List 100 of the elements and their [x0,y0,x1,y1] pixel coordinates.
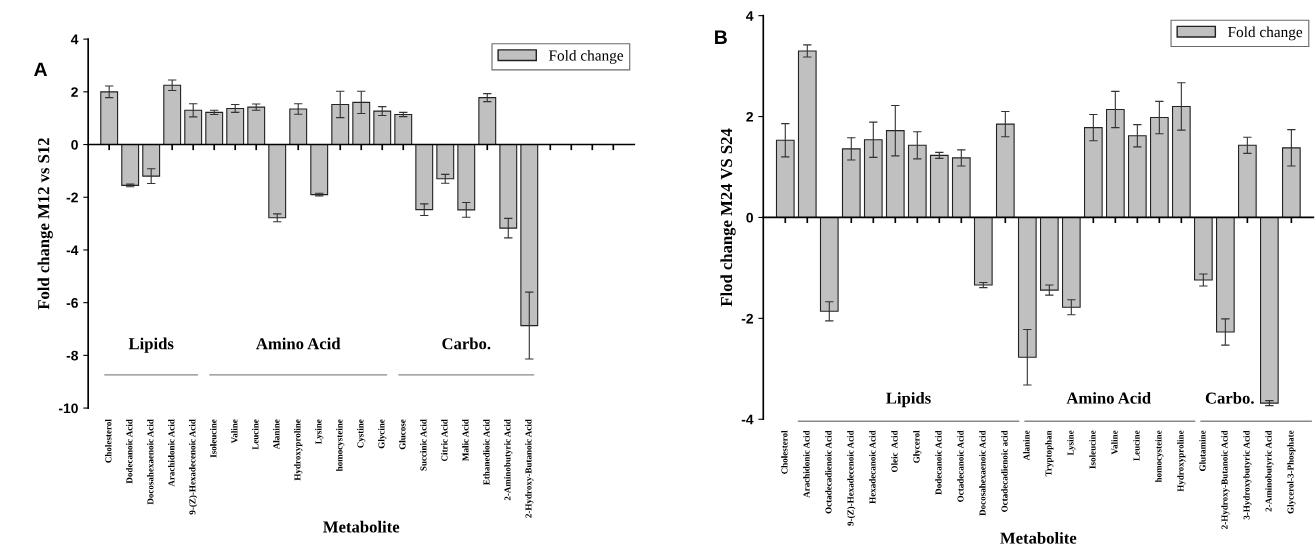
x-tick-label: 2-Hydroxy-Butanoic Acid [525,419,534,518]
y-tick-label: 0 [71,139,78,150]
bar [436,143,455,180]
x-tick-label: Isoleucine [210,419,217,458]
y-tick-label: 4 [746,11,754,21]
x-tick-label: Octadecanoic Acid [957,430,964,502]
x-tick-label: 2-Aminobutyric Acid [504,419,513,501]
y-tick-label: -4 [66,245,79,255]
bar [1061,216,1081,308]
bar [331,103,350,146]
x-tick-label: Arachidonic Acid [168,419,175,487]
bar [205,111,224,146]
x-tick-label: Cholesterol [781,430,788,474]
y-tick-label: 2 [746,111,753,122]
bar [1260,216,1279,404]
x-tick-label: Lysine [315,419,324,445]
x-tick-label: Hexadecanoic Acid [869,430,876,504]
bar [1105,108,1125,219]
bar [394,113,413,146]
x-tick-label: Alanine [273,419,280,450]
annotation: Lipids [886,392,931,408]
x-tick-label: Succinic Acid [420,419,427,471]
bar [520,143,539,327]
y-axis-title: Flod change M24 VS S24 [720,128,736,307]
bar [1083,127,1103,219]
y-tick-label: -2 [66,192,78,203]
bar [885,130,905,219]
bar [819,216,839,312]
x-tick-label: Glycerol-3-Phosphate [1287,430,1296,514]
x-tick-label: 9-(Z)-Hexadecenoic Acid [847,430,856,526]
bar [184,109,203,146]
bar [268,143,287,219]
x-tick-label: Citric Acid [441,419,448,462]
y-tick-label: -8 [66,350,79,361]
y-tick-label: 2 [71,87,78,97]
x-tick-label: 9-(Z)-Hexadecenoic Acid [189,419,198,515]
text: B [715,30,727,44]
x-tick-label: Octadecadienoic acid [1001,430,1008,512]
x-tick-label: Lysine [1067,430,1076,456]
annotation: Carbo. [1205,392,1254,404]
x-tick-label: Glycerol [913,430,922,463]
x-tick-label: Hydroxyproline [1177,430,1186,492]
y-tick-label: -4 [741,414,754,425]
y-tick-label: -2 [741,313,753,324]
bar [1282,147,1301,219]
annotation: Amino Acid [256,337,341,350]
x-tick-label: Leucine [1133,430,1140,461]
x-tick-label: Leucine [252,419,259,450]
y-tick-label: 0 [746,212,753,223]
x-tick-label: 2-Aminobutyric Acid [1265,430,1274,512]
x-tick-label: Cholesterol [105,419,112,463]
bar [973,216,993,286]
bar [121,143,140,186]
x-tick-label: Glutamine [1199,430,1206,472]
x-axis-title: Metabolite [1000,532,1077,544]
legend-label: Fold change [548,49,624,64]
bar [863,139,883,219]
x-tick-label: Dodecanoic Acid [935,430,942,495]
x-tick-label: homocysteine [1155,430,1164,483]
annotation: Carbo. [442,337,491,350]
x-tick-label: Glucose [399,419,406,450]
bar [1215,216,1235,333]
annotation: Amino Acid [1066,392,1151,404]
bar [1149,117,1169,219]
bar [951,157,971,219]
x-tick-label: Hydroxyproline [294,419,303,481]
bar [1193,216,1213,281]
x-tick-label: Isoleucine [1089,430,1096,469]
legend-label: Fold change [1228,26,1303,41]
x-tick-label: Docosahexaenoic Acid [979,430,986,516]
x-tick-label: Valine [1111,430,1118,455]
annotation: Lipids [128,337,174,353]
x-tick-label: Valine [231,419,238,444]
bar [247,106,266,146]
x-tick-label: 2-Hydroxy-Butanoic Acid [1221,430,1230,529]
x-tick-label: Ethanedioic Acid [483,419,490,485]
bar [289,108,308,146]
bar [457,143,476,211]
x-tick-label: Tryptophan [1045,430,1054,477]
bar [1171,105,1191,219]
x-tick-label: Docosahexaenoic Acid [147,419,154,505]
bar [499,143,518,229]
x-tick-label: Malic Acid [462,419,469,461]
bar [310,143,329,196]
bar [1039,216,1059,291]
x-tick-label: Arachidonic Acid [803,430,810,498]
y-tick-label: -10 [58,403,78,414]
x-tick-label: Cystine [357,419,366,448]
bar [995,123,1015,219]
x-tick-label: Oleic Acid [891,430,898,473]
x-tick-label: homocysteine [336,419,345,472]
bar [373,110,392,146]
bar [352,101,371,146]
bar [478,97,497,146]
bar [1238,144,1257,219]
x-axis-title: Metabolite [323,520,400,533]
x-tick-label: 3-Hydroxybutyric Acid [1243,430,1252,520]
y-tick-label: -6 [66,297,78,308]
bar [415,143,434,211]
bar [1017,216,1037,358]
